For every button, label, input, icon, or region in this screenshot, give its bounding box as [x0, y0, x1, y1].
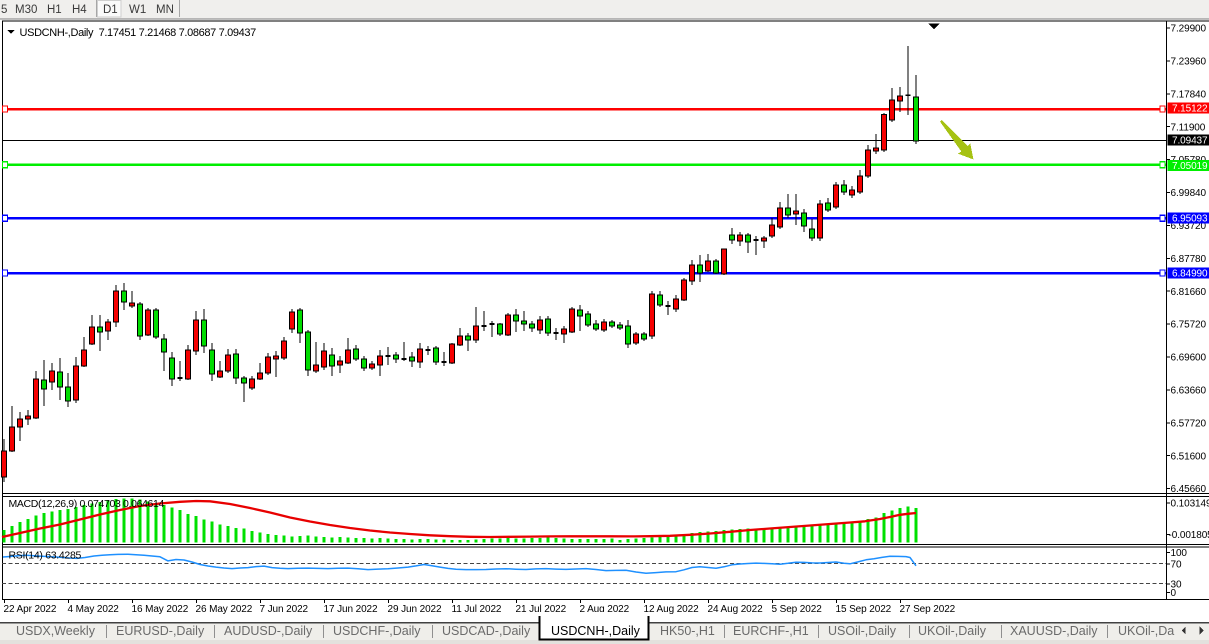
svg-text:UKOil-,Da: UKOil-,Da — [1118, 624, 1174, 638]
svg-text:AUDUSD-,Daily: AUDUSD-,Daily — [224, 624, 313, 638]
svg-text:-0.001805: -0.001805 — [1169, 530, 1209, 541]
svg-text:5: 5 — [1, 4, 7, 16]
svg-text:29 Jun 2022: 29 Jun 2022 — [388, 604, 442, 615]
svg-text:USDCAD-,Daily: USDCAD-,Daily — [442, 624, 531, 638]
svg-text:70: 70 — [1171, 560, 1182, 571]
svg-text:H1: H1 — [47, 4, 62, 16]
svg-text:11 Jul 2022: 11 Jul 2022 — [452, 604, 502, 615]
svg-text:6.99840: 6.99840 — [1171, 188, 1207, 199]
svg-text:XAUUSD-,Daily: XAUUSD-,Daily — [1010, 624, 1098, 638]
svg-text:7.11900: 7.11900 — [1171, 122, 1206, 133]
svg-text:6.93720: 6.93720 — [1171, 221, 1207, 232]
svg-text:USDCHF-,Daily: USDCHF-,Daily — [333, 624, 421, 638]
svg-text:6.81660: 6.81660 — [1171, 287, 1207, 298]
svg-text:5 Sep 2022: 5 Sep 2022 — [772, 604, 823, 615]
svg-text:21 Jul 2022: 21 Jul 2022 — [516, 604, 567, 615]
svg-text:7.23960: 7.23960 — [1171, 57, 1207, 68]
svg-text:H4: H4 — [72, 4, 87, 16]
svg-text:4 May 2022: 4 May 2022 — [68, 604, 120, 615]
svg-text:15 Sep 2022: 15 Sep 2022 — [836, 604, 892, 615]
svg-text:0.103149: 0.103149 — [1171, 499, 1209, 510]
svg-text:UKOil-,Daily: UKOil-,Daily — [918, 624, 987, 638]
svg-text:30: 30 — [1171, 580, 1182, 591]
svg-text:27 Sep 2022: 27 Sep 2022 — [900, 604, 956, 615]
svg-text:100: 100 — [1171, 548, 1188, 559]
svg-text:EURUSD-,Daily: EURUSD-,Daily — [116, 624, 205, 638]
svg-text:7.17840: 7.17840 — [1171, 89, 1207, 100]
svg-text:7 Jun 2022: 7 Jun 2022 — [260, 604, 309, 615]
svg-text:6.87780: 6.87780 — [1171, 254, 1207, 265]
svg-text:6.57720: 6.57720 — [1171, 418, 1207, 429]
svg-text:6.45660: 6.45660 — [1171, 484, 1207, 495]
svg-text:7.29900: 7.29900 — [1171, 24, 1207, 35]
svg-text:26 May 2022: 26 May 2022 — [196, 604, 253, 615]
svg-text:USOil-,Daily: USOil-,Daily — [828, 624, 897, 638]
svg-text:6.63660: 6.63660 — [1171, 386, 1207, 397]
svg-text:6.84990: 6.84990 — [1172, 269, 1208, 280]
svg-text:W1: W1 — [129, 4, 146, 16]
svg-text:MN: MN — [156, 4, 174, 16]
svg-text:22 Apr 2022: 22 Apr 2022 — [4, 604, 57, 615]
svg-text:RSI(14) 63.4285: RSI(14) 63.4285 — [9, 550, 82, 562]
svg-text:MACD(12,26,9) 0.074703 0.06461: MACD(12,26,9) 0.074703 0.064614 — [9, 498, 165, 510]
svg-text:6.95093: 6.95093 — [1172, 214, 1208, 225]
svg-text:7.05019: 7.05019 — [1172, 161, 1208, 172]
svg-text:USDX,Weekly: USDX,Weekly — [16, 624, 96, 638]
svg-text:USDCNH-,Daily: USDCNH-,Daily — [551, 624, 641, 638]
svg-text:6.75720: 6.75720 — [1171, 320, 1207, 331]
svg-text:16 May 2022: 16 May 2022 — [132, 604, 189, 615]
svg-text:D1: D1 — [103, 4, 118, 16]
svg-text:HK50-,H1: HK50-,H1 — [660, 624, 715, 638]
svg-text:M30: M30 — [15, 4, 37, 16]
svg-text:USDCNH-,Daily 7.17451 7.21468: USDCNH-,Daily 7.17451 7.21468 7.08687 7.… — [20, 27, 257, 39]
svg-text:7.09437: 7.09437 — [1172, 136, 1208, 147]
svg-text:6.51600: 6.51600 — [1171, 451, 1207, 462]
svg-text:17 Jun 2022: 17 Jun 2022 — [324, 604, 378, 615]
svg-text:0: 0 — [1171, 588, 1177, 599]
svg-text:6.69600: 6.69600 — [1171, 353, 1207, 364]
svg-text:EURCHF-,H1: EURCHF-,H1 — [733, 624, 809, 638]
svg-text:7.15122: 7.15122 — [1172, 104, 1208, 115]
svg-text:12 Aug 2022: 12 Aug 2022 — [644, 604, 700, 615]
svg-text:2 Aug 2022: 2 Aug 2022 — [580, 604, 630, 615]
svg-text:24 Aug 2022: 24 Aug 2022 — [708, 604, 764, 615]
